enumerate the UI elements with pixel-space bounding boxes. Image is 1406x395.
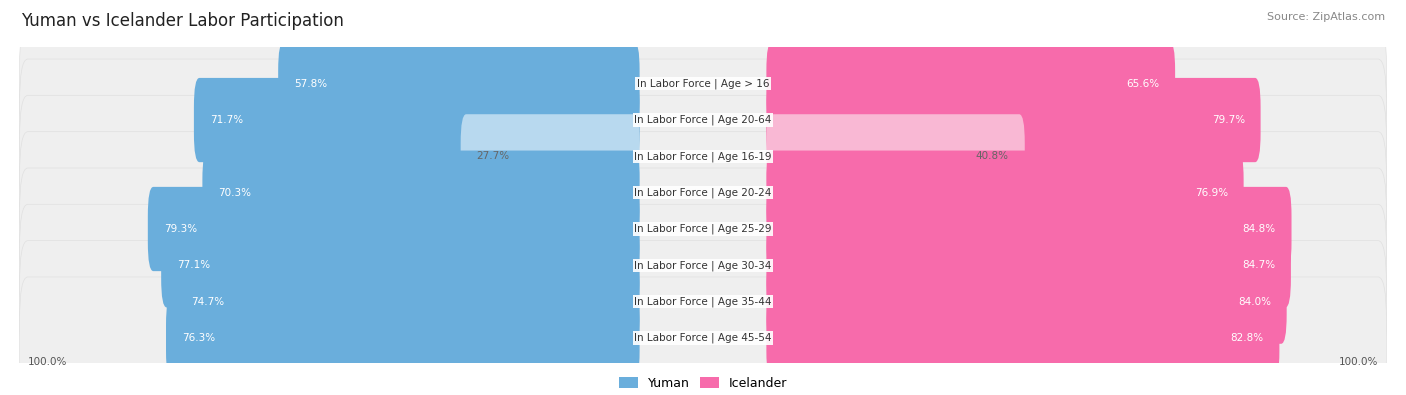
FancyBboxPatch shape bbox=[461, 114, 640, 199]
FancyBboxPatch shape bbox=[20, 168, 1386, 290]
Legend: Yuman, Icelander: Yuman, Icelander bbox=[614, 372, 792, 395]
Text: Yuman vs Icelander Labor Participation: Yuman vs Icelander Labor Participation bbox=[21, 12, 344, 30]
Text: In Labor Force | Age > 16: In Labor Force | Age > 16 bbox=[637, 79, 769, 89]
Text: 71.7%: 71.7% bbox=[209, 115, 243, 125]
Text: 40.8%: 40.8% bbox=[976, 151, 1010, 162]
FancyBboxPatch shape bbox=[766, 223, 1291, 307]
Text: 74.7%: 74.7% bbox=[191, 297, 225, 307]
FancyBboxPatch shape bbox=[20, 132, 1386, 254]
Text: 76.9%: 76.9% bbox=[1195, 188, 1227, 198]
Text: In Labor Force | Age 20-64: In Labor Force | Age 20-64 bbox=[634, 115, 772, 125]
FancyBboxPatch shape bbox=[162, 223, 640, 307]
FancyBboxPatch shape bbox=[202, 150, 640, 235]
FancyBboxPatch shape bbox=[766, 150, 1244, 235]
Text: 77.1%: 77.1% bbox=[177, 260, 209, 270]
Text: 57.8%: 57.8% bbox=[294, 79, 328, 89]
FancyBboxPatch shape bbox=[20, 277, 1386, 395]
FancyBboxPatch shape bbox=[20, 23, 1386, 145]
FancyBboxPatch shape bbox=[194, 78, 640, 162]
FancyBboxPatch shape bbox=[20, 204, 1386, 326]
Text: 82.8%: 82.8% bbox=[1230, 333, 1264, 343]
FancyBboxPatch shape bbox=[20, 95, 1386, 217]
Text: 65.6%: 65.6% bbox=[1126, 79, 1160, 89]
Text: 100.0%: 100.0% bbox=[28, 357, 67, 367]
FancyBboxPatch shape bbox=[766, 114, 1025, 199]
Text: In Labor Force | Age 30-34: In Labor Force | Age 30-34 bbox=[634, 260, 772, 271]
Text: 27.7%: 27.7% bbox=[477, 151, 509, 162]
FancyBboxPatch shape bbox=[148, 187, 640, 271]
Text: 84.7%: 84.7% bbox=[1241, 260, 1275, 270]
Text: In Labor Force | Age 20-24: In Labor Force | Age 20-24 bbox=[634, 188, 772, 198]
FancyBboxPatch shape bbox=[20, 241, 1386, 363]
Text: In Labor Force | Age 35-44: In Labor Force | Age 35-44 bbox=[634, 296, 772, 307]
Text: 76.3%: 76.3% bbox=[181, 333, 215, 343]
FancyBboxPatch shape bbox=[766, 296, 1279, 380]
FancyBboxPatch shape bbox=[20, 59, 1386, 181]
Text: In Labor Force | Age 45-54: In Labor Force | Age 45-54 bbox=[634, 333, 772, 343]
FancyBboxPatch shape bbox=[766, 78, 1261, 162]
FancyBboxPatch shape bbox=[278, 41, 640, 126]
Text: 79.7%: 79.7% bbox=[1212, 115, 1244, 125]
FancyBboxPatch shape bbox=[166, 296, 640, 380]
FancyBboxPatch shape bbox=[176, 260, 640, 344]
Text: In Labor Force | Age 25-29: In Labor Force | Age 25-29 bbox=[634, 224, 772, 234]
Text: 84.0%: 84.0% bbox=[1237, 297, 1271, 307]
Text: 70.3%: 70.3% bbox=[218, 188, 252, 198]
FancyBboxPatch shape bbox=[766, 187, 1292, 271]
FancyBboxPatch shape bbox=[766, 260, 1286, 344]
Text: 84.8%: 84.8% bbox=[1243, 224, 1275, 234]
FancyBboxPatch shape bbox=[766, 41, 1175, 126]
Text: 79.3%: 79.3% bbox=[163, 224, 197, 234]
Text: 100.0%: 100.0% bbox=[1339, 357, 1378, 367]
Text: In Labor Force | Age 16-19: In Labor Force | Age 16-19 bbox=[634, 151, 772, 162]
Text: Source: ZipAtlas.com: Source: ZipAtlas.com bbox=[1267, 12, 1385, 22]
